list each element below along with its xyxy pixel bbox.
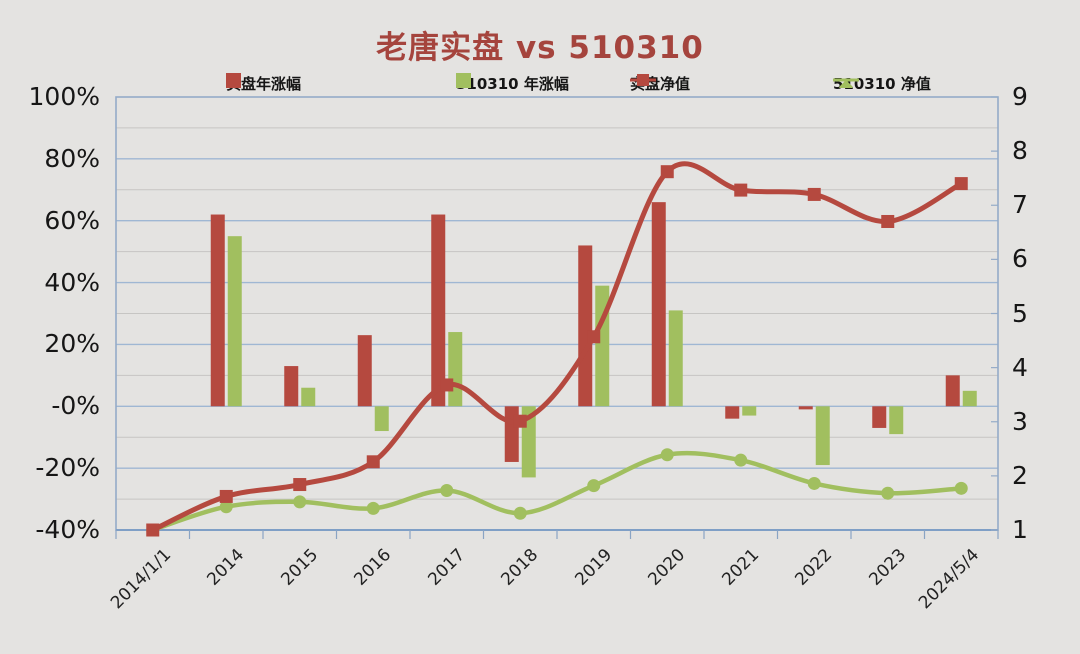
secondary-axis-tick-label: 8 bbox=[1012, 136, 1028, 166]
secondary-axis-tick-label: 7 bbox=[1012, 190, 1028, 220]
circle-marker bbox=[366, 501, 380, 515]
bar bbox=[431, 214, 446, 407]
bar-series-1 bbox=[227, 236, 977, 478]
bar bbox=[725, 406, 740, 419]
bar bbox=[578, 245, 593, 407]
right-axis-ticks bbox=[991, 96, 998, 531]
legend-label: 510310 年涨幅 bbox=[456, 74, 569, 93]
y-axis-tick-label: 40% bbox=[44, 267, 100, 297]
bar-series-0 bbox=[210, 202, 960, 462]
circle-marker bbox=[660, 448, 674, 462]
legend-label: 实盘年涨幅 bbox=[226, 74, 302, 93]
square-marker bbox=[954, 177, 968, 191]
y-axis-tick-label: 100% bbox=[28, 82, 100, 111]
bar bbox=[504, 406, 519, 462]
line-series-1 bbox=[146, 448, 968, 537]
circle-marker bbox=[219, 500, 233, 514]
bar bbox=[668, 310, 683, 407]
circle-marker bbox=[807, 476, 821, 490]
green-line-diamond-marker-icon bbox=[833, 78, 859, 88]
circle-marker bbox=[734, 453, 748, 467]
bar bbox=[448, 332, 463, 407]
square-marker bbox=[146, 523, 160, 537]
secondary-axis-tick-label: 5 bbox=[1012, 298, 1028, 328]
bar bbox=[357, 335, 372, 407]
square-marker bbox=[513, 414, 527, 428]
square-marker bbox=[734, 183, 748, 197]
bar bbox=[889, 406, 904, 435]
red-square-swatch-icon bbox=[226, 73, 241, 88]
bar bbox=[962, 390, 977, 407]
bar bbox=[872, 406, 887, 428]
circle-marker bbox=[587, 479, 601, 493]
circle-marker bbox=[881, 486, 895, 500]
bar bbox=[798, 406, 813, 410]
square-marker bbox=[587, 330, 601, 344]
square-marker bbox=[440, 378, 454, 392]
legend-item-shipan-yearly: 实盘年涨幅 bbox=[226, 72, 301, 94]
square-marker bbox=[366, 455, 380, 469]
y-axis-tick-label: -0% bbox=[51, 391, 100, 421]
square-marker bbox=[293, 478, 307, 492]
y-axis-tick-label: 80% bbox=[44, 143, 100, 173]
bar bbox=[301, 387, 316, 407]
chart-title: 老唐实盘 vs 510310 bbox=[376, 30, 704, 66]
gridlines bbox=[116, 127, 998, 500]
red-line-square-marker-icon bbox=[630, 74, 656, 86]
bar bbox=[815, 406, 830, 466]
x-axis-ticks bbox=[115, 530, 999, 539]
circle-marker bbox=[293, 495, 307, 509]
bar bbox=[227, 236, 242, 407]
secondary-axis-tick-label: 2 bbox=[1012, 460, 1028, 490]
secondary-axis-tick-label: 1 bbox=[1012, 515, 1028, 544]
circle-marker bbox=[954, 481, 968, 495]
circle-marker bbox=[440, 483, 454, 497]
secondary-axis-tick-label: 9 bbox=[1012, 82, 1028, 111]
legend-item-shipan-nav: 实盘净值 bbox=[630, 72, 690, 94]
green-square-swatch-icon bbox=[456, 73, 471, 88]
square-marker bbox=[881, 214, 895, 228]
bar bbox=[945, 375, 960, 407]
square-marker bbox=[660, 165, 674, 179]
bar bbox=[374, 406, 389, 432]
square-marker bbox=[807, 187, 821, 201]
line-series-0 bbox=[146, 161, 968, 537]
secondary-axis-tick-label: 3 bbox=[1012, 406, 1028, 436]
bar bbox=[742, 406, 757, 416]
secondary-axis-tick-label: 4 bbox=[1012, 352, 1028, 382]
bar bbox=[210, 214, 225, 407]
legend-item-510310-yearly: 510310 年涨幅 bbox=[456, 72, 569, 94]
bar bbox=[651, 202, 666, 407]
y-axis-tick-label: -40% bbox=[35, 515, 100, 544]
y-axis-tick-label: -20% bbox=[35, 453, 100, 483]
circle-marker bbox=[513, 506, 527, 520]
legend-item-510310-nav: 510310 净值 bbox=[833, 72, 931, 94]
square-marker bbox=[219, 489, 233, 503]
y-axis-tick-label: 60% bbox=[44, 205, 100, 235]
secondary-axis-tick-label: 6 bbox=[1012, 244, 1028, 274]
bar bbox=[284, 366, 299, 407]
y-axis-tick-label: 20% bbox=[44, 329, 100, 359]
